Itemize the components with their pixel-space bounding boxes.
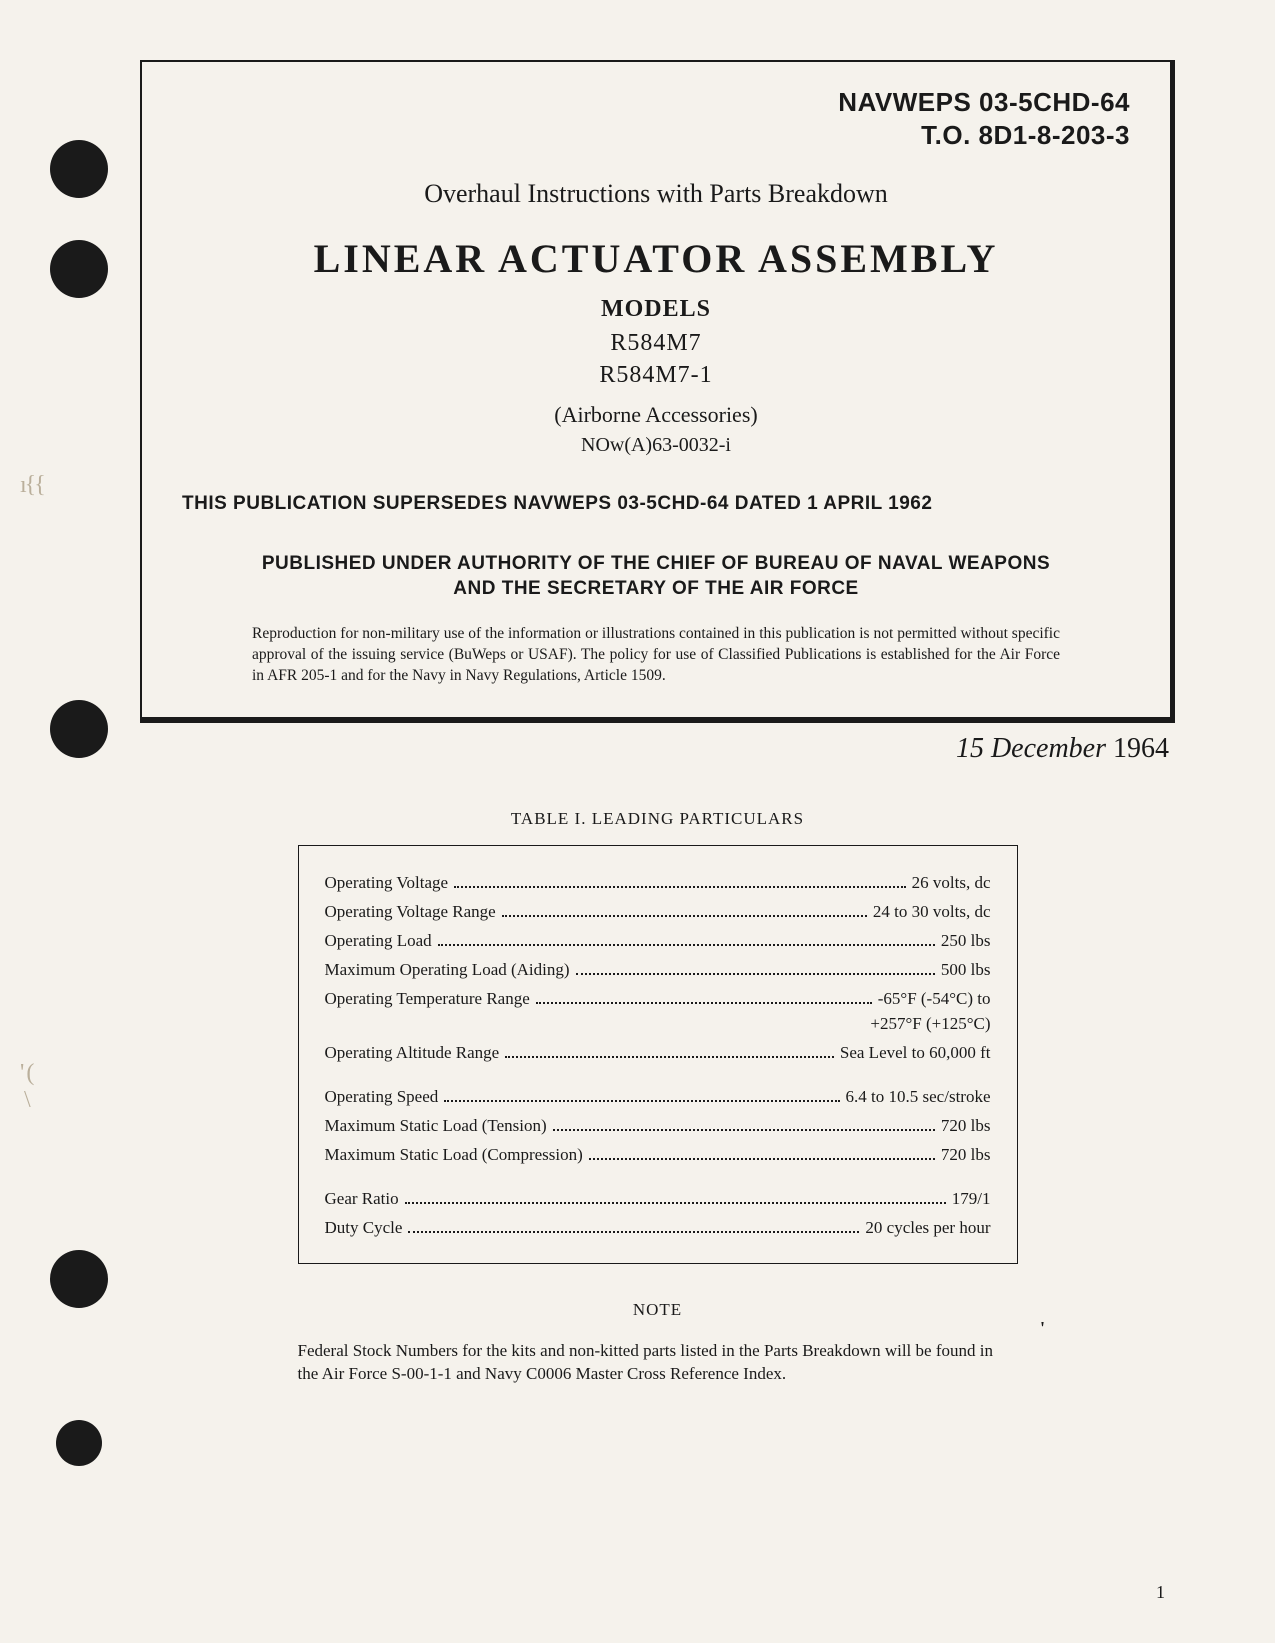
stray-mark: ' [1040,1318,1045,1339]
row-value: Sea Level to 60,000 ft [840,1043,991,1063]
table-title: TABLE I. LEADING PARTICULARS [298,809,1018,829]
punch-hole [50,240,108,298]
supersedes-notice: THIS PUBLICATION SUPERSEDES NAVWEPS 03-5… [182,493,1130,515]
page-number: 1 [1156,1582,1165,1603]
subtitle: Overhaul Instructions with Parts Breakdo… [182,179,1130,209]
punch-hole [50,140,108,198]
row-value: 720 lbs [941,1116,991,1136]
row-label: Operating Altitude Range [325,1043,500,1063]
punch-hole [50,700,108,758]
row-label: Maximum Static Load (Compression) [325,1145,583,1165]
row-label: Duty Cycle [325,1218,403,1238]
date-text: 15 December [956,733,1106,764]
leader-dots [454,886,906,888]
row-label: Operating Load [325,931,432,951]
authority-line: AND THE SECRETARY OF THE AIR FORCE [453,578,858,599]
leading-particulars-table: Operating Voltage26 volts, dcOperating V… [298,845,1018,1264]
row-label: Operating Voltage Range [325,902,496,922]
table-row: Operating Load 250 lbs [325,931,991,951]
row-label: Operating Temperature Range [325,989,530,1009]
airborne-label: (Airborne Accessories) [182,402,1130,428]
table-row: Maximum Static Load (Compression) 720 lbs [325,1145,991,1165]
document-id: NAVWEPS 03-5CHD-64 T.O. 8D1-8-203-3 [182,86,1130,151]
note-heading: NOTE [140,1300,1175,1320]
row-value: -65°F (-54°C) to [878,989,991,1009]
paper-mark: ı{{ [20,472,44,499]
table-row: Gear Ratio 179/1 [325,1189,991,1209]
table-row: Operating Altitude Range Sea Level to 60,… [325,1043,991,1063]
row-value: 6.4 to 10.5 sec/stroke [846,1087,991,1107]
row-label: Maximum Operating Load (Aiding) [325,960,570,980]
row-value: 20 cycles per hour [865,1218,990,1238]
table-row: Operating Voltage 26 volts, dc [325,873,991,893]
row-value: +257°F (+125°C) [870,1014,990,1034]
table-row: Duty Cycle 20 cycles per hour [325,1218,991,1238]
paper-mark: ' ( \ [20,1060,32,1114]
authority-notice: PUBLISHED UNDER AUTHORITY OF THE CHIEF O… [182,551,1130,602]
row-label: Maximum Static Load (Tension) [325,1116,547,1136]
to-number: T.O. 8D1-8-203-3 [182,119,1130,152]
model-number: R584M7-1 [182,359,1130,391]
table-row: Operating Speed 6.4 to 10.5 sec/stroke [325,1087,991,1107]
leader-dots [444,1100,839,1102]
leader-dots [408,1231,859,1233]
authority-line: PUBLISHED UNDER AUTHORITY OF THE CHIEF O… [262,553,1050,574]
row-value: 500 lbs [941,960,991,980]
row-value: 179/1 [952,1189,991,1209]
row-label: Operating Voltage [325,873,449,893]
reproduction-notice: Reproduction for non-military use of the… [182,624,1130,687]
row-label: Operating Speed [325,1087,439,1107]
row-value: 26 volts, dc [912,873,991,893]
main-title: LINEAR ACTUATOR ASSEMBLY [182,235,1130,282]
table-row: Operating Temperature Range -65°F (-54°C)… [325,989,991,1009]
leader-dots [502,915,867,917]
leader-dots [438,944,935,946]
title-frame: NAVWEPS 03-5CHD-64 T.O. 8D1-8-203-3 Over… [140,60,1175,723]
table-row: Operating Voltage Range 24 to 30 volts, d… [325,902,991,922]
navweps-number: NAVWEPS 03-5CHD-64 [182,86,1130,119]
leader-dots [589,1158,935,1160]
leader-dots [505,1056,834,1058]
now-code: NOw(A)63-0032-i [182,434,1130,457]
leading-particulars-section: TABLE I. LEADING PARTICULARS Operating V… [298,809,1018,1264]
table-row: Maximum Static Load (Tension) 720 lbs [325,1116,991,1136]
model-number: R584M7 [182,327,1130,359]
table-row: Maximum Operating Load (Aiding) 500 lbs [325,960,991,980]
leader-dots [536,1002,872,1004]
publication-date: 15 December 1964 [140,733,1175,765]
punch-hole [50,1250,108,1308]
table-row: +257°F (+125°C) [325,1014,991,1034]
leader-dots [553,1129,935,1131]
row-value: 250 lbs [941,931,991,951]
punch-hole [56,1420,102,1466]
leader-dots [576,973,935,975]
note-text: Federal Stock Numbers for the kits and n… [298,1340,1018,1386]
date-year: 1964 [1113,733,1169,764]
models-label: MODELS [182,296,1130,323]
row-value: 24 to 30 volts, dc [873,902,991,922]
leader-dots [405,1202,946,1204]
row-label: Gear Ratio [325,1189,399,1209]
row-value: 720 lbs [941,1145,991,1165]
